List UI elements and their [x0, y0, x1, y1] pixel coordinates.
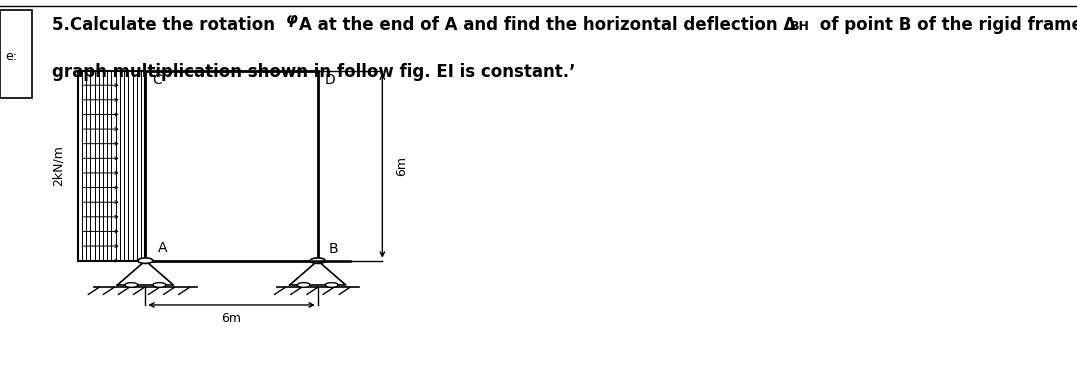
Text: A at the end of A and find the horizontal deflection Δ: A at the end of A and find the horizonta… [299, 16, 797, 34]
Text: 5.Calculate the rotation: 5.Calculate the rotation [52, 16, 280, 34]
Circle shape [310, 258, 325, 263]
Text: of point B of the rigid frame by: of point B of the rigid frame by [814, 16, 1077, 34]
Text: D: D [324, 73, 335, 87]
Circle shape [297, 283, 310, 287]
Text: 2kN/m: 2kN/m [52, 145, 65, 186]
Text: A: A [158, 241, 168, 255]
Bar [78, 71, 145, 261]
Circle shape [153, 283, 166, 287]
Text: e:: e: [5, 50, 17, 64]
Text: graph multiplication shown in follow fig. EI is constant.’: graph multiplication shown in follow fig… [52, 63, 575, 81]
FancyBboxPatch shape [0, 10, 32, 98]
Circle shape [325, 283, 338, 287]
Text: φ: φ [285, 12, 297, 27]
Text: 6m: 6m [222, 312, 241, 325]
Text: BH: BH [789, 20, 809, 33]
Circle shape [138, 258, 153, 263]
Text: B: B [328, 242, 338, 256]
Text: C: C [152, 73, 162, 87]
Circle shape [125, 283, 138, 287]
Text: 6m: 6m [395, 156, 408, 176]
